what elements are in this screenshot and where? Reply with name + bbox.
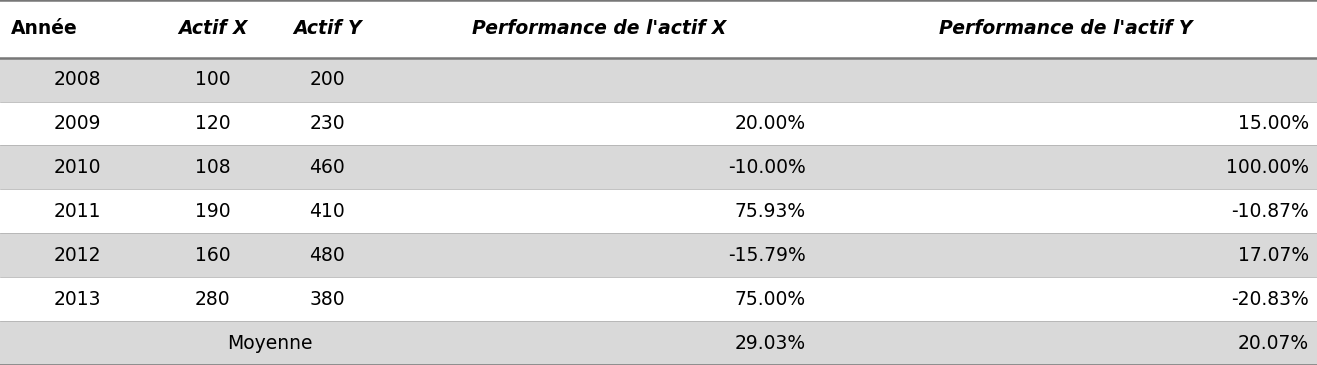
Text: 75.93%: 75.93% xyxy=(735,202,806,221)
Text: 280: 280 xyxy=(195,290,230,309)
Bar xyxy=(0,146,1317,189)
Bar xyxy=(0,101,1317,146)
Text: Performance de l'actif X: Performance de l'actif X xyxy=(471,19,727,38)
Text: 17.07%: 17.07% xyxy=(1238,246,1309,265)
Bar xyxy=(0,58,1317,101)
Text: 2010: 2010 xyxy=(54,158,101,177)
Text: -20.83%: -20.83% xyxy=(1231,290,1309,309)
Text: -10.87%: -10.87% xyxy=(1231,202,1309,221)
Text: 410: 410 xyxy=(309,202,345,221)
Text: -10.00%: -10.00% xyxy=(728,158,806,177)
Text: 2012: 2012 xyxy=(54,246,101,265)
Text: 20.07%: 20.07% xyxy=(1238,334,1309,353)
Text: 2013: 2013 xyxy=(54,290,101,309)
Bar xyxy=(0,321,1317,365)
Text: 2009: 2009 xyxy=(54,114,101,133)
Text: 480: 480 xyxy=(309,246,345,265)
Text: Actif X: Actif X xyxy=(178,19,248,38)
Text: 120: 120 xyxy=(195,114,230,133)
Text: 108: 108 xyxy=(195,158,230,177)
Text: 380: 380 xyxy=(309,290,345,309)
Bar xyxy=(0,233,1317,277)
Text: 200: 200 xyxy=(309,70,345,89)
Text: 100.00%: 100.00% xyxy=(1226,158,1309,177)
Text: 230: 230 xyxy=(309,114,345,133)
Bar xyxy=(0,0,1317,58)
Bar xyxy=(0,277,1317,321)
Text: 15.00%: 15.00% xyxy=(1238,114,1309,133)
Text: 460: 460 xyxy=(309,158,345,177)
Text: -15.79%: -15.79% xyxy=(728,246,806,265)
Text: 160: 160 xyxy=(195,246,230,265)
Text: 2008: 2008 xyxy=(54,70,101,89)
Text: 190: 190 xyxy=(195,202,230,221)
Text: Année: Année xyxy=(11,19,78,38)
Text: 75.00%: 75.00% xyxy=(735,290,806,309)
Text: 20.00%: 20.00% xyxy=(735,114,806,133)
Text: Actif Y: Actif Y xyxy=(292,19,362,38)
Text: 2011: 2011 xyxy=(54,202,101,221)
Text: Performance de l'actif Y: Performance de l'actif Y xyxy=(939,19,1192,38)
Text: 29.03%: 29.03% xyxy=(735,334,806,353)
Bar xyxy=(0,189,1317,233)
Text: Moyenne: Moyenne xyxy=(228,334,312,353)
Text: 100: 100 xyxy=(195,70,230,89)
